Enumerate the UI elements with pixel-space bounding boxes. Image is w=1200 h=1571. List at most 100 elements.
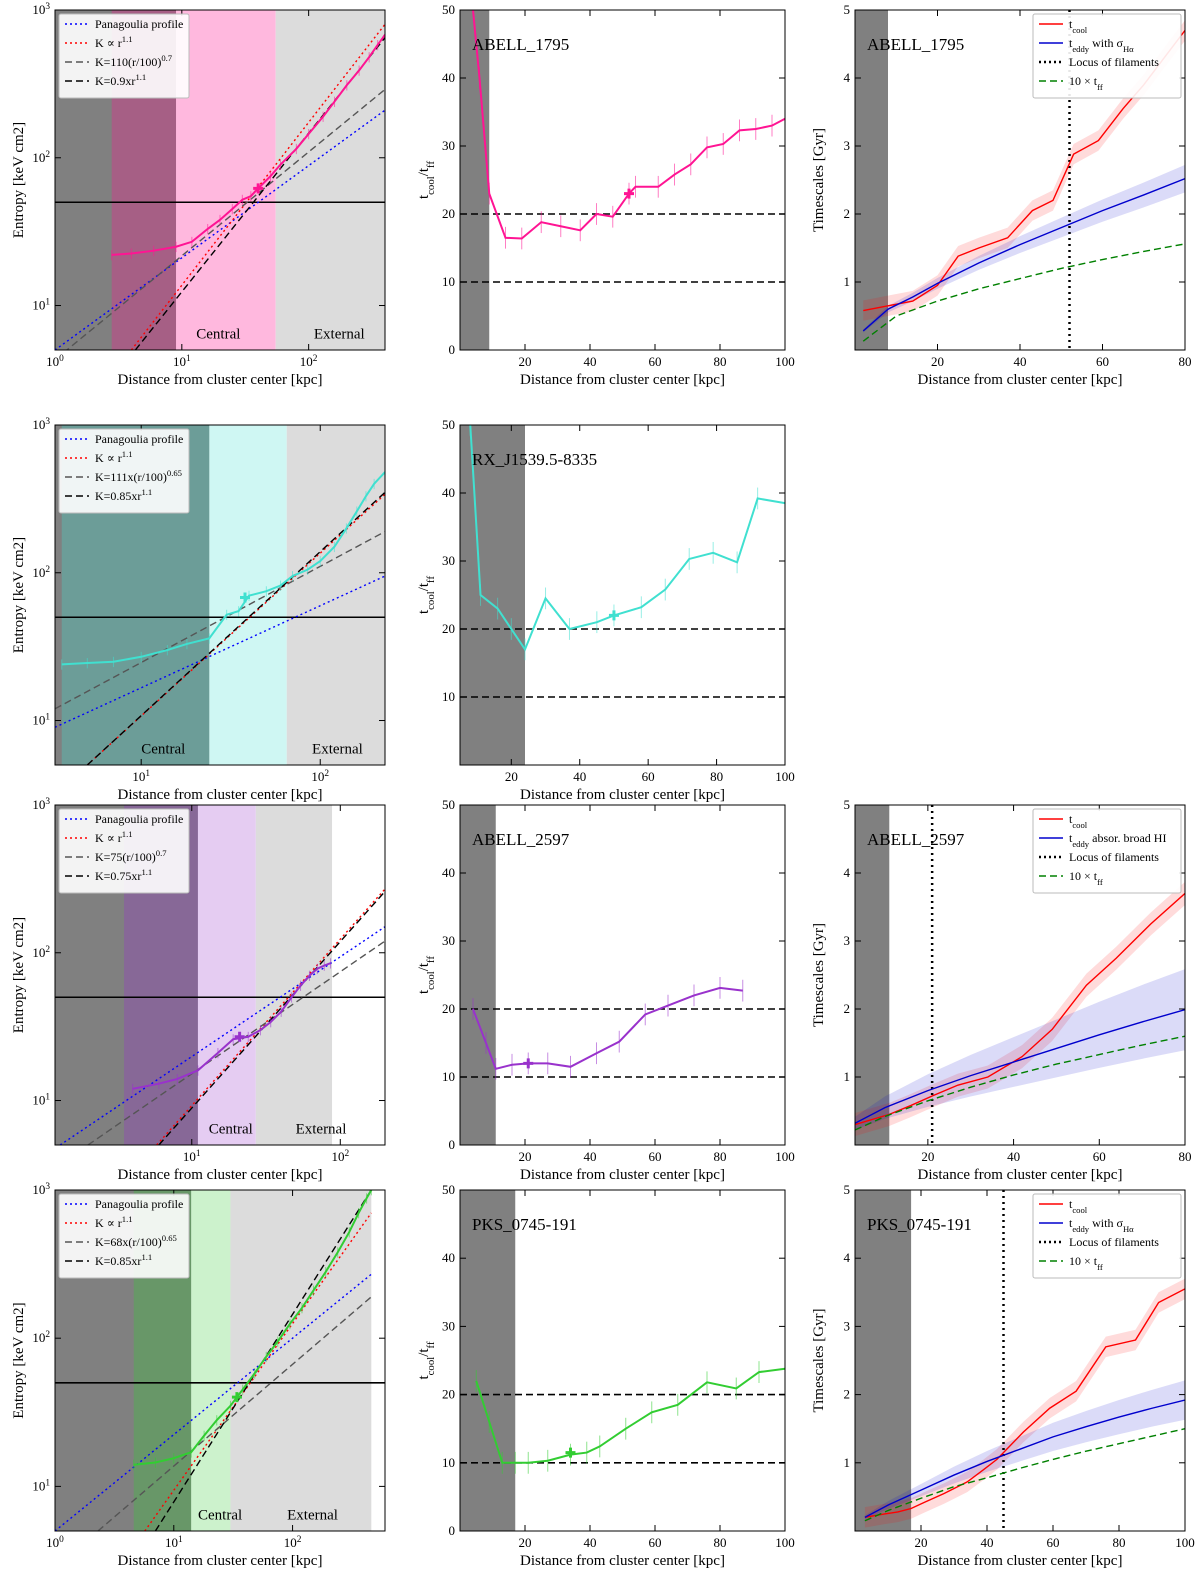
y-tick-label: 0 xyxy=(449,1137,456,1152)
y-tick-label: 10 xyxy=(442,1455,455,1470)
x-tick-label: 102 xyxy=(331,1149,349,1164)
axes-frame xyxy=(854,1189,1186,1532)
y-tick-label: 30 xyxy=(442,933,455,948)
plot-area xyxy=(855,805,1185,1145)
y-tick-label: 50 xyxy=(442,1182,455,1197)
legend-label: tcool xyxy=(1069,812,1088,830)
region-label: Central xyxy=(198,1507,242,1523)
shaded-region-0 xyxy=(460,805,496,1145)
uncertainty-band-1 xyxy=(863,164,1185,333)
x-tick-label: 40 xyxy=(1007,1149,1020,1164)
x-tick-label: 102 xyxy=(284,1535,302,1550)
shaded-region-3 xyxy=(255,805,333,1145)
y-axis-label: Timescales [Gyr] xyxy=(811,1308,827,1412)
data-series-0 xyxy=(111,34,385,256)
legend-label: K ∝ r1.1 xyxy=(95,34,133,50)
x-tick-label: 40 xyxy=(1014,354,1027,369)
shaded-region-0 xyxy=(855,10,888,350)
x-tick-label: 60 xyxy=(649,1149,662,1164)
y-tick-label: 3 xyxy=(844,933,851,948)
data-series-0 xyxy=(475,1367,785,1464)
marker-plus xyxy=(608,610,619,621)
chart-entropy-abell2597: Central External 101 102 101 102 103 Distance f… xyxy=(11,797,386,1183)
y-axis-label: Entropy [keV cm2] xyxy=(11,122,27,238)
y-tick-label: 103 xyxy=(32,1182,50,1197)
marker-plus xyxy=(240,592,251,603)
data-series-0 xyxy=(133,1190,373,1466)
y-tick-label: 30 xyxy=(442,553,455,568)
legend-label: tcool xyxy=(1069,1197,1088,1215)
x-tick-label: 80 xyxy=(714,354,727,369)
x-tick-label: 40 xyxy=(981,1535,994,1550)
y-tick-label: 103 xyxy=(32,2,50,17)
model-line-1 xyxy=(862,177,1185,332)
x-tick-label: 80 xyxy=(710,769,723,784)
y-tick-label: 20 xyxy=(442,621,455,636)
y-tick-label: 3 xyxy=(844,138,851,153)
y-axis-label: tcool/tff xyxy=(416,1341,437,1380)
x-tick-label: 100 xyxy=(46,354,64,369)
chart-timescales-pks0745: 20 40 60 80 100 1 2 3 4 5 Distance from cluster ce… xyxy=(811,1182,1195,1569)
x-tick-label: 20 xyxy=(931,354,944,369)
data-series-0 xyxy=(61,471,385,666)
legend-label: 10 × tff xyxy=(1069,869,1103,887)
legend-label: teddy with σHα xyxy=(1069,36,1134,54)
chart-timescales-abell1795: 20 40 60 80 1 2 3 4 5 Distance from cluster cente… xyxy=(811,2,1192,388)
axes-frame xyxy=(54,1189,386,1532)
region-label: Central xyxy=(209,1121,253,1137)
axes-frame xyxy=(459,1189,786,1532)
x-axis-label: Distance from cluster center [kpc] xyxy=(520,372,725,388)
legend-label: K=68x(r/100)0.65 xyxy=(95,1233,177,1249)
model-line-2 xyxy=(97,1296,372,1531)
legend-label: K=0.85xr1.1 xyxy=(95,487,152,503)
legend-label: teddy absor. broad HI xyxy=(1069,831,1166,849)
legend-label: 10 × tff xyxy=(1069,1254,1103,1272)
legend-label: K=75(r/100)0.7 xyxy=(95,848,167,864)
legend-label: Panagoulia profile xyxy=(95,17,183,31)
legend-box xyxy=(58,1193,190,1279)
y-tick-label: 40 xyxy=(442,485,455,500)
legend: Panagoulia profile K ∝ r1.1 K=75(r/100)0.7… xyxy=(58,808,190,894)
chart-tcool-tff-rxj1539: 20 40 60 80 100 10 20 30 40 50 Distance from clust… xyxy=(416,417,795,803)
model-line-0 xyxy=(55,575,385,728)
x-tick-label: 100 xyxy=(775,769,795,784)
shaded-region-0 xyxy=(460,425,525,765)
x-axis-label: Distance from cluster center [kpc] xyxy=(118,1553,323,1569)
y-tick-label: 103 xyxy=(32,417,50,432)
legend-label: Locus of filaments xyxy=(1069,850,1159,864)
y-tick-label: 20 xyxy=(442,206,455,221)
y-axis-label: Entropy [keV cm2] xyxy=(11,1302,27,1418)
legend-label: K ∝ r1.1 xyxy=(95,449,133,465)
y-tick-label: 50 xyxy=(442,797,455,812)
axes-frame xyxy=(459,424,786,766)
uncertainty-band-1 xyxy=(864,1380,1185,1520)
legend-label: K=0.75xr1.1 xyxy=(95,867,152,883)
legend-label: Panagoulia profile xyxy=(95,432,183,446)
cluster-name: ABELL_2597 xyxy=(867,830,965,849)
legend-label: Locus of filaments xyxy=(1069,55,1159,69)
shaded-region-2 xyxy=(197,805,256,1145)
plot-area xyxy=(460,425,785,765)
legend-label: Panagoulia profile xyxy=(95,1197,183,1211)
x-tick-label: 101 xyxy=(173,354,191,369)
cluster-name: PKS_0745-191 xyxy=(867,1215,972,1234)
y-tick-label: 30 xyxy=(442,138,455,153)
uncertainty-band-1 xyxy=(855,969,1185,1130)
legend: Panagoulia profile K ∝ r1.1 K=111x(r/100)0… xyxy=(58,428,190,514)
x-axis-label: Distance from cluster center [kpc] xyxy=(918,372,1123,388)
x-axis-label: Distance from cluster center [kpc] xyxy=(520,787,725,803)
shaded-region-2 xyxy=(191,1190,231,1531)
marker-plus xyxy=(231,1392,242,1403)
shaded-region-3 xyxy=(230,1190,372,1531)
cluster-name: ABELL_1795 xyxy=(867,35,964,54)
y-tick-label: 103 xyxy=(32,797,50,812)
x-tick-label: 102 xyxy=(311,769,329,784)
chart-timescales-abell2597: 20 40 60 80 1 2 3 4 5 Distance from cluster cente… xyxy=(811,797,1192,1183)
cluster-name: RX_J1539.5-8335 xyxy=(472,450,597,469)
x-tick-label: 60 xyxy=(649,354,662,369)
region-label: Central xyxy=(196,326,240,342)
y-tick-label: 20 xyxy=(442,1001,455,1016)
plot-area xyxy=(460,1190,785,1531)
uncertainty-band-0 xyxy=(855,881,1185,1137)
shaded-region-0 xyxy=(460,1190,516,1531)
